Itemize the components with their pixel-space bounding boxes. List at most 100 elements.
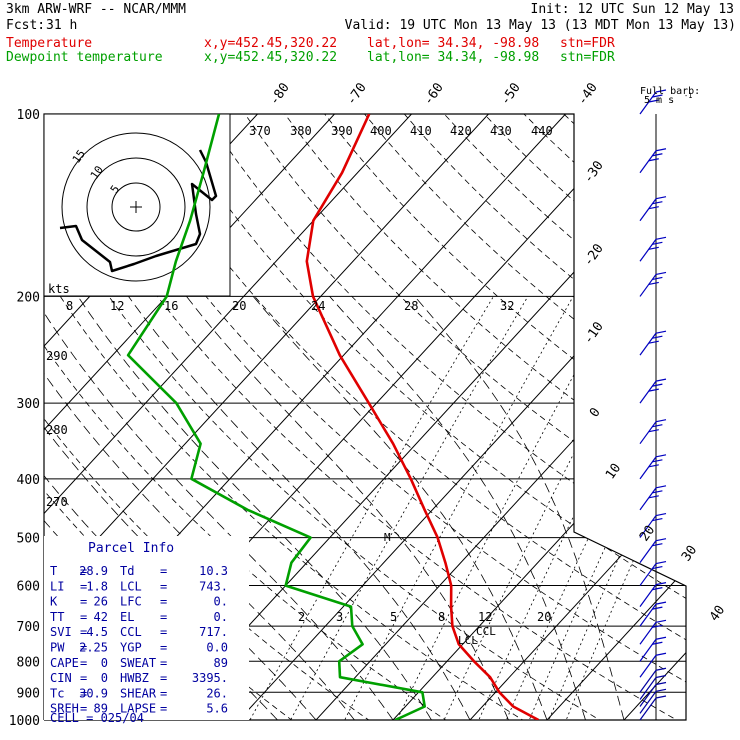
theta-label: 420 <box>450 124 472 138</box>
parcel-info-key: LI <box>50 579 64 593</box>
dewpoint-legend-xy: x,y=452.45,320.22 <box>204 50 338 65</box>
parcel-info-key: SVI <box>50 625 72 639</box>
parcel-info-value: 89 <box>214 656 228 670</box>
isotherm-label: -80 <box>267 80 293 108</box>
parcel-info-value: 3395. <box>192 671 228 685</box>
parcel-info-equals: = <box>160 610 167 624</box>
mixing-ratio-line <box>523 296 686 720</box>
isotherm-label: -50 <box>498 80 524 108</box>
parcel-info-equals: = <box>80 641 87 655</box>
parcel-info-equals: = <box>80 579 87 593</box>
dry-adiabat <box>44 114 622 720</box>
dry-adiabat <box>85 114 686 720</box>
parcel-info-key: T <box>50 564 57 578</box>
wind-barb <box>639 636 667 662</box>
dry-adiabat <box>324 114 686 720</box>
hodograph-ring <box>111 182 161 232</box>
mixing-ratio-line <box>543 296 686 720</box>
parcel-info-key: CAPE <box>50 656 79 670</box>
parcel-cell: CELL = 025/04 <box>50 711 144 725</box>
parcel-info-equals: = <box>80 564 87 578</box>
dry-adiabat <box>44 114 544 720</box>
dry-adiabat <box>483 114 686 720</box>
isotherm-line <box>534 114 686 720</box>
wind-barb <box>639 667 667 693</box>
parcel-info-key: CCL <box>120 625 142 639</box>
hodo-unit-label: kts <box>48 282 70 296</box>
parcel-info-equals: = <box>80 671 87 685</box>
parcel-info-equals: = <box>160 641 167 655</box>
annotation-lcl: LCL <box>458 634 478 647</box>
mix-upper-label: 32 <box>500 299 514 313</box>
parcel-info-equals: = <box>160 595 167 609</box>
parcel-info-value: 1.8 <box>86 579 108 593</box>
mix-upper-label: 8 <box>66 299 73 313</box>
isotherm-line <box>226 114 686 720</box>
isotherm-line <box>44 114 335 720</box>
hodograph-ring <box>86 157 186 257</box>
isotherm-label: -60 <box>421 80 447 108</box>
parcel-info-equals: = <box>80 610 87 624</box>
hodograph-ring <box>61 132 211 282</box>
wind-barb <box>639 271 667 297</box>
moist-adiabat <box>414 296 625 720</box>
pressure-tick-label: 800 <box>17 655 40 670</box>
parcel-info-value: 42 <box>94 610 108 624</box>
parcel-info-key: SWEAT <box>120 656 156 670</box>
wind-barb <box>639 419 667 445</box>
isotherm-line <box>689 114 740 733</box>
wind-barb <box>639 681 667 707</box>
parcel-info-equals: = <box>160 564 167 578</box>
mix-upper-label: 16 <box>164 299 178 313</box>
wind-barb <box>639 582 667 607</box>
dewpoint-legend-latlon: lat,lon= 34.34, -98.98 <box>367 50 540 65</box>
parcel-info-equals: = <box>80 625 87 639</box>
hodo-ring-label-15: 15 <box>70 147 88 165</box>
pressure-tick-label: 1000 <box>9 714 40 729</box>
dry-adiabat <box>44 114 466 720</box>
dry-adiabat <box>125 114 686 720</box>
parcel-info-value: 10.3 <box>199 564 228 578</box>
wind-barb <box>639 485 667 511</box>
wind-barb <box>639 454 667 480</box>
theta-label: 410 <box>410 124 432 138</box>
theta-label: 440 <box>531 124 553 138</box>
isotherm-label: 40 <box>707 603 728 624</box>
pressure-tick-label: 400 <box>17 473 40 488</box>
hodograph-box <box>43 113 231 297</box>
temperature-profile-line <box>305 114 540 720</box>
parcel-info-value: 0.0 <box>206 641 228 655</box>
parcel-info-value: 4.5 <box>86 625 108 639</box>
parcel-info-equals: = <box>80 686 87 700</box>
isotherm-line <box>44 114 489 720</box>
wind-barb <box>639 330 667 356</box>
isotherm-label: -70 <box>344 80 370 108</box>
mixing-ratio-line <box>390 296 618 720</box>
parcel-info-equals: = <box>80 595 87 609</box>
parcel-info-key: EL <box>120 610 134 624</box>
pressure-tick-label: 200 <box>17 290 40 305</box>
isotherm-line <box>611 114 686 720</box>
wind-barb <box>639 652 667 678</box>
mix-upper-label: 20 <box>232 299 246 313</box>
parcel-info-key: PW <box>50 641 65 655</box>
parcel-info-equals: = <box>160 656 167 670</box>
dry-adiabat <box>284 114 686 720</box>
mix-lower-label: 5 <box>390 610 397 624</box>
mix-lower-label: 2 <box>298 610 305 624</box>
dry-adiabat <box>443 114 686 720</box>
pressure-tick-label: 700 <box>17 620 40 635</box>
moist-adiabat <box>329 296 586 720</box>
parcel-info-key: TT <box>50 610 64 624</box>
parcel-info-value: 5.6 <box>206 702 228 716</box>
init-time: Init: 12 UTC Sun 12 May 13 <box>530 2 735 17</box>
parcel-info-equals: = <box>80 702 87 716</box>
temperature-legend-latlon: lat,lon= 34.34, -98.98 <box>367 36 540 51</box>
annotation-m: M <box>384 531 391 544</box>
parcel-info-key: CIN <box>50 671 72 685</box>
parcel-info-key: YGP <box>120 641 142 655</box>
parcel-info-equals: = <box>160 686 167 700</box>
parcel-info-value: 2.25 <box>79 641 108 655</box>
parcel-info-equals: = <box>80 656 87 670</box>
parcel-info-equals: = <box>160 625 167 639</box>
